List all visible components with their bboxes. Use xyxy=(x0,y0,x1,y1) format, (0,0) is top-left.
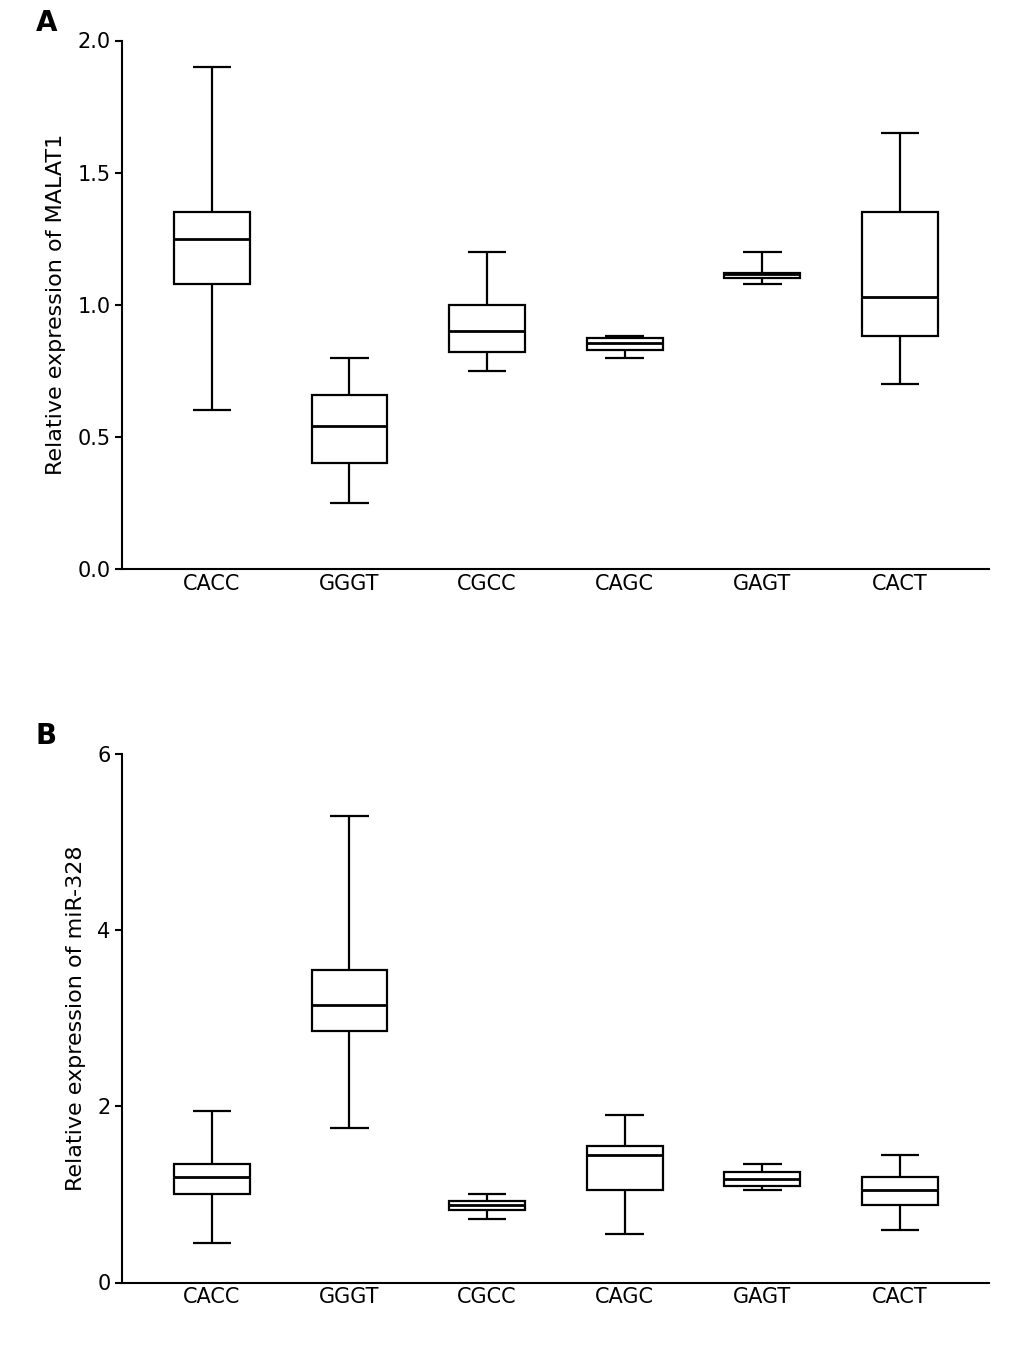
Bar xyxy=(586,1146,662,1189)
Y-axis label: Relative expression of miR-328: Relative expression of miR-328 xyxy=(66,845,86,1191)
Bar xyxy=(174,1164,250,1195)
Bar xyxy=(448,1200,525,1210)
Bar xyxy=(174,212,250,284)
Bar xyxy=(861,212,936,336)
Y-axis label: Relative expression of MALAT1: Relative expression of MALAT1 xyxy=(46,134,66,475)
Bar xyxy=(723,1172,799,1185)
Text: A: A xyxy=(36,9,57,36)
Text: B: B xyxy=(36,722,57,751)
Bar xyxy=(586,338,662,350)
Bar xyxy=(723,273,799,278)
Bar xyxy=(312,394,387,463)
Bar xyxy=(861,1177,936,1206)
Bar xyxy=(448,305,525,352)
Bar xyxy=(312,969,387,1031)
